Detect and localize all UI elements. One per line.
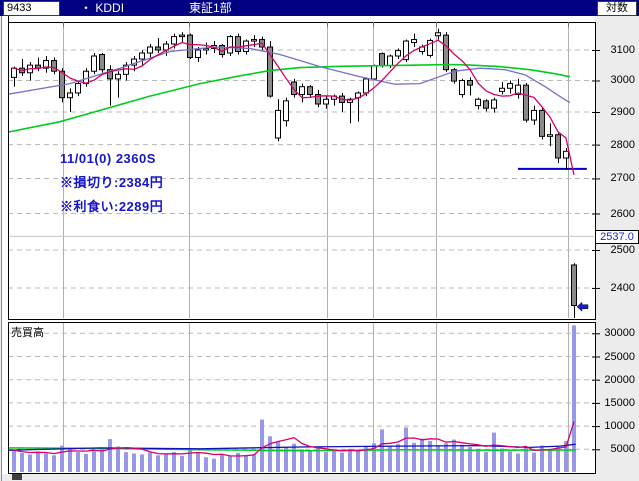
current-price-box: 2537.0 (595, 230, 639, 244)
price-panel (9, 23, 594, 318)
price-axis-label: 3100 (610, 44, 635, 56)
entry-arrow-icon (576, 301, 589, 312)
annotation-line-takeprofit: ※利食い:2289円 (60, 199, 164, 214)
volume-axis-label: 5000 (610, 443, 635, 456)
volume-axis-label: 25000 (604, 350, 635, 363)
symbol-code-box[interactable]: 9433 (3, 1, 60, 16)
price-axis-label: 2500 (610, 243, 635, 256)
annotation-line-entry: 11/01(0) 2360S (60, 151, 156, 166)
price-ma-mid-line (9, 46, 571, 103)
trade-annotation: 11/01(0) 2360S ※損切り:2384円 ※利食い:2289円 (60, 147, 163, 219)
price-axis-label: 2800 (610, 138, 635, 151)
price-axis-label: 3000 (610, 74, 635, 87)
volume-panel (9, 323, 594, 472)
volume-axis-label: 10000 (604, 420, 635, 433)
volume-axis-label: 20000 (604, 373, 635, 386)
title-bar: 9433 ・ KDDI 東証1部 対数 (0, 0, 639, 16)
market-name: 東証1部 (189, 1, 232, 15)
price-axis-label: 2700 (610, 172, 635, 185)
annotation-line-stoploss: ※損切り:2384円 (60, 175, 164, 190)
price-axis-label: 2600 (610, 207, 635, 220)
volume-ma-short-line (13, 421, 575, 457)
volume-axis-label: 15000 (604, 396, 635, 409)
price-axis-label: 2900 (610, 106, 635, 118)
symbol-name-label: KDDI (95, 1, 125, 15)
price-ma-short-line (13, 39, 575, 176)
corner-grip[interactable] (12, 474, 22, 480)
price-ma-long-line (9, 63, 571, 133)
volume-bars-group (12, 325, 576, 472)
price-axis-label: 2400 (610, 281, 635, 294)
volume-panel-label: 売買高 (11, 327, 44, 339)
separator-dot-icon: ・ (80, 1, 93, 15)
symbol-name: ・ KDDI (80, 1, 124, 15)
volume-axis-label: 30000 (604, 327, 635, 340)
log-scale-toggle[interactable]: 対数 (597, 1, 637, 16)
